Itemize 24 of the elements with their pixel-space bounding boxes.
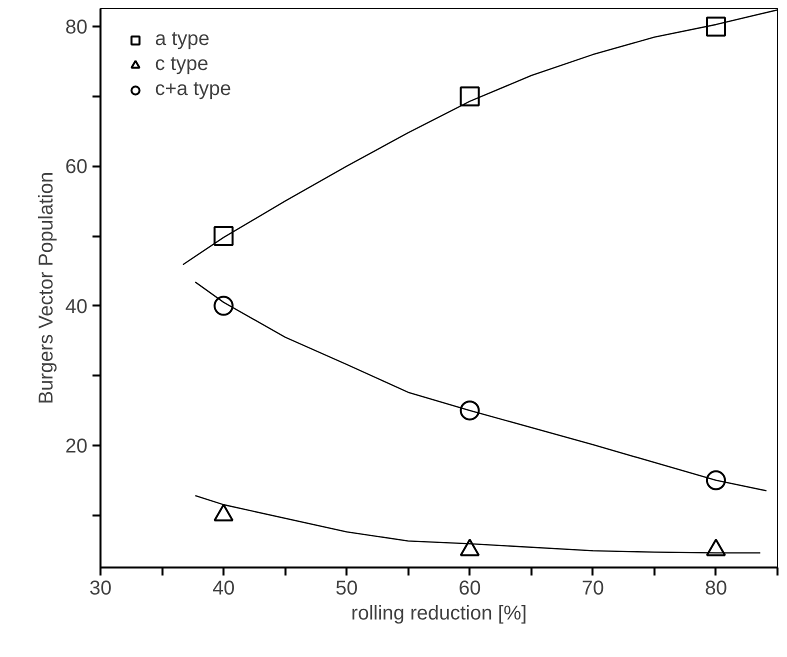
x-tick-label: 70 (582, 578, 604, 600)
line-series (194, 281, 768, 492)
point (706, 16, 726, 37)
x-tick-label: 30 (89, 578, 112, 600)
point (214, 226, 234, 246)
point (706, 538, 726, 556)
point (214, 504, 234, 522)
x-axis-title: rolling reduction [%] (351, 602, 527, 624)
x-tick-label: 50 (336, 578, 358, 600)
y-tick-label: 20 (65, 435, 88, 458)
y-axis-title: Burgers Vector Population (35, 172, 58, 404)
y-tick-label: 40 (65, 296, 88, 318)
point (460, 400, 480, 420)
y-tick-label: 60 (65, 156, 88, 178)
y-tick-label: 80 (65, 16, 88, 39)
legend-label: c+a type (155, 78, 232, 101)
legend-label: c type (155, 53, 208, 76)
x-tick-label: 80 (704, 578, 728, 600)
point (460, 86, 480, 106)
point (460, 538, 480, 556)
point (214, 296, 234, 316)
x-tick-label: 40 (212, 578, 235, 600)
x-tick-label: 60 (458, 578, 481, 600)
legend-label: a type (155, 28, 210, 51)
